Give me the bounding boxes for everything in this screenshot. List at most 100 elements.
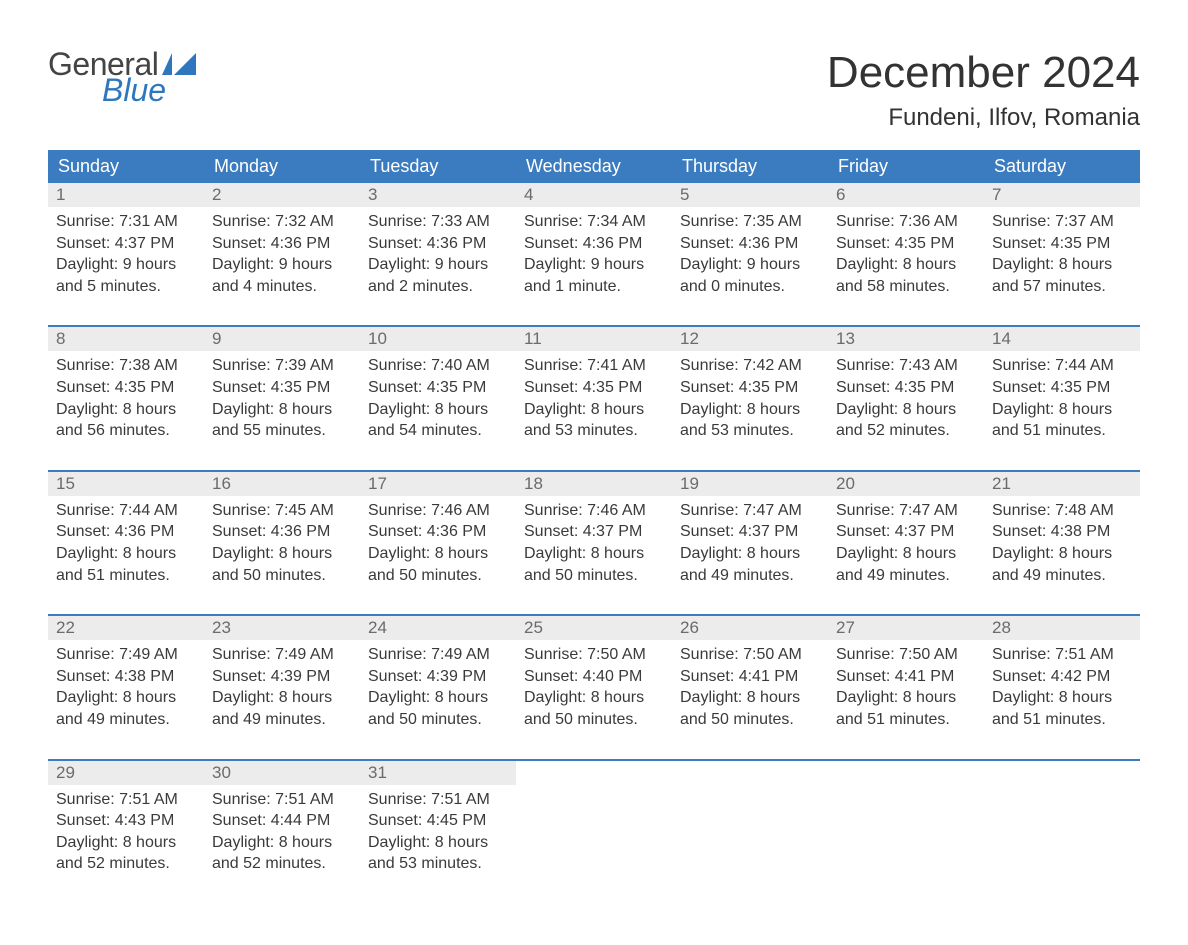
day-detail-row: Sunrise: 7:44 AMSunset: 4:36 PMDaylight:…: [48, 496, 1140, 615]
daylight-text: and 54 minutes.: [368, 420, 508, 442]
day-detail-cell: Sunrise: 7:50 AMSunset: 4:40 PMDaylight:…: [516, 640, 672, 759]
sunrise-text: Sunrise: 7:51 AM: [212, 789, 352, 811]
sunrise-text: Sunrise: 7:50 AM: [524, 644, 664, 666]
day-detail-cell: Sunrise: 7:51 AMSunset: 4:43 PMDaylight:…: [48, 785, 204, 885]
daylight-text: Daylight: 8 hours: [680, 543, 820, 565]
sunrise-text: Sunrise: 7:51 AM: [368, 789, 508, 811]
sunset-text: Sunset: 4:40 PM: [524, 666, 664, 688]
sunset-text: Sunset: 4:36 PM: [680, 233, 820, 255]
daylight-text: and 53 minutes.: [524, 420, 664, 442]
daylight-text: and 50 minutes.: [524, 709, 664, 731]
daylight-text: Daylight: 8 hours: [56, 832, 196, 854]
daylight-text: and 49 minutes.: [836, 565, 976, 587]
day-number-cell: 16: [204, 472, 360, 496]
daylight-text: Daylight: 8 hours: [680, 399, 820, 421]
daylight-text: and 1 minute.: [524, 276, 664, 298]
sunset-text: Sunset: 4:38 PM: [56, 666, 196, 688]
calendar-table: Sunday Monday Tuesday Wednesday Thursday…: [48, 150, 1140, 885]
day-number-cell: 13: [828, 327, 984, 351]
day-detail-row: Sunrise: 7:49 AM Sunset: 4:38 PM Daylight:…: [48, 640, 1140, 759]
day-detail-cell: Sunrise: 7:43 AMSunset: 4:35 PMDaylight:…: [828, 351, 984, 470]
day-detail-row: Sunrise: 7:31 AMSunset: 4:37 PMDaylight:…: [48, 207, 1140, 326]
daylight-text: and 52 minutes.: [56, 853, 196, 875]
sunset-text: Sunset: 4:37 PM: [836, 521, 976, 543]
sunrise-text: Sunrise: 7:46 AM: [524, 500, 664, 522]
day-number-cell: 5: [672, 183, 828, 207]
day-number-cell: 15: [48, 472, 204, 496]
daylight-text: and 50 minutes.: [368, 565, 508, 587]
daylight-text: Daylight: 8 hours: [836, 399, 976, 421]
sunrise-text: Sunrise: 7:47 AM: [680, 500, 820, 522]
sunrise-text: Sunrise: 7:42 AM: [680, 355, 820, 377]
day-number-cell: 3: [360, 183, 516, 207]
day-number-cell: 27: [828, 616, 984, 640]
daylight-text: and 2 minutes.: [368, 276, 508, 298]
day-number-row: 891011121314: [48, 327, 1140, 351]
sunset-text: Sunset: 4:42 PM: [992, 666, 1132, 688]
day-number-cell: 24: [360, 616, 516, 640]
day-number-cell: 1: [48, 183, 204, 207]
day-number-cell: 23: [204, 616, 360, 640]
sunrise-text: Sunrise: 7:31 AM: [56, 211, 196, 233]
day-detail-cell: Sunrise: 7:49 AMSunset: 4:39 PMDaylight:…: [360, 640, 516, 759]
sunset-text: Sunset: 4:43 PM: [56, 810, 196, 832]
day-detail-cell: Sunrise: 7:49 AMSunset: 4:39 PMDaylight:…: [204, 640, 360, 759]
daylight-text: and 53 minutes.: [368, 853, 508, 875]
sunset-text: Sunset: 4:45 PM: [368, 810, 508, 832]
day-number-cell: 2: [204, 183, 360, 207]
daylight-text: and 49 minutes.: [56, 709, 196, 731]
day-number-cell: 22: [48, 616, 204, 640]
sunrise-text: Sunrise: 7:49 AM: [368, 644, 508, 666]
day-detail-cell: Sunrise: 7:51 AMSunset: 4:45 PMDaylight:…: [360, 785, 516, 885]
daylight-text: Daylight: 8 hours: [368, 687, 508, 709]
day-detail-cell: Sunrise: 7:41 AMSunset: 4:35 PMDaylight:…: [516, 351, 672, 470]
sunrise-text: Sunrise: 7:50 AM: [680, 644, 820, 666]
daylight-text: Daylight: 8 hours: [524, 543, 664, 565]
sunrise-text: Sunrise: 7:32 AM: [212, 211, 352, 233]
sunrise-text: Sunrise: 7:44 AM: [56, 500, 196, 522]
day-number-cell: 28: [984, 616, 1140, 640]
day-detail-cell: [984, 785, 1140, 885]
sunrise-text: Sunrise: 7:35 AM: [680, 211, 820, 233]
sunset-text: Sunset: 4:35 PM: [836, 377, 976, 399]
daylight-text: and 49 minutes.: [212, 709, 352, 731]
daylight-text: Daylight: 8 hours: [992, 543, 1132, 565]
sunset-text: Sunset: 4:35 PM: [992, 233, 1132, 255]
daylight-text: Daylight: 8 hours: [524, 687, 664, 709]
daylight-text: and 5 minutes.: [56, 276, 196, 298]
day-number-cell: 14: [984, 327, 1140, 351]
day-number-row: 1234567: [48, 183, 1140, 207]
sunset-text: Sunset: 4:36 PM: [524, 233, 664, 255]
day-number-cell: [984, 761, 1140, 785]
daylight-text: Daylight: 8 hours: [836, 543, 976, 565]
sunrise-text: Sunrise: 7:45 AM: [212, 500, 352, 522]
daylight-text: Daylight: 9 hours: [56, 254, 196, 276]
day-number-cell: 4: [516, 183, 672, 207]
daylight-text: Daylight: 8 hours: [368, 832, 508, 854]
day-number-cell: 6: [828, 183, 984, 207]
day-detail-cell: Sunrise: 7:48 AMSunset: 4:38 PMDaylight:…: [984, 496, 1140, 615]
sunset-text: Sunset: 4:39 PM: [212, 666, 352, 688]
day-detail-cell: Sunrise: 7:50 AMSunset: 4:41 PMDaylight:…: [828, 640, 984, 759]
day-detail-cell: Sunrise: 7:49 AMSunset: 4:38 PMDaylight:…: [48, 640, 204, 759]
daylight-text: Daylight: 8 hours: [368, 543, 508, 565]
sunset-text: Sunset: 4:38 PM: [992, 521, 1132, 543]
sunset-text: Sunset: 4:41 PM: [836, 666, 976, 688]
daylight-text: and 51 minutes.: [992, 420, 1132, 442]
daylight-text: and 51 minutes.: [992, 709, 1132, 731]
daylight-text: Daylight: 8 hours: [368, 399, 508, 421]
sunrise-text: Sunrise: 7:38 AM: [56, 355, 196, 377]
daylight-text: and 50 minutes.: [368, 709, 508, 731]
day-number-cell: 8: [48, 327, 204, 351]
day-header: Saturday: [984, 150, 1140, 183]
daylight-text: Daylight: 8 hours: [836, 254, 976, 276]
day-detail-cell: Sunrise: 7:47 AMSunset: 4:37 PMDaylight:…: [672, 496, 828, 615]
sunrise-text: Sunrise: 7:33 AM: [368, 211, 508, 233]
day-number-cell: 19: [672, 472, 828, 496]
daylight-text: and 53 minutes.: [680, 420, 820, 442]
sunrise-text: Sunrise: 7:51 AM: [56, 789, 196, 811]
location: Fundeni, Ilfov, Romania: [827, 104, 1140, 132]
sunset-text: Sunset: 4:35 PM: [524, 377, 664, 399]
sunrise-text: Sunrise: 7:40 AM: [368, 355, 508, 377]
daylight-text: and 55 minutes.: [212, 420, 352, 442]
